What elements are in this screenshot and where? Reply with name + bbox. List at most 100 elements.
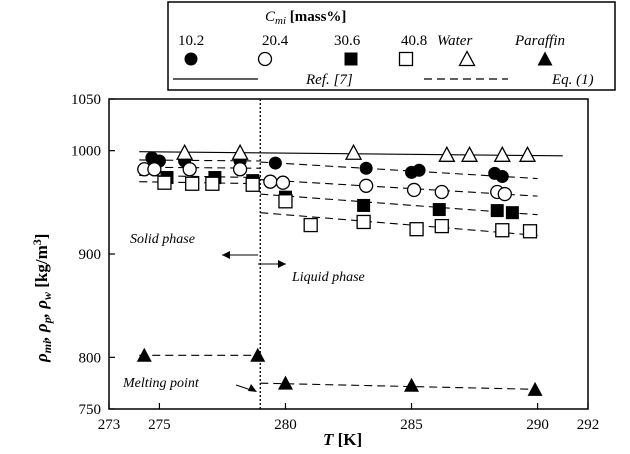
point-water	[176, 143, 194, 160]
legend-marker-water	[458, 50, 476, 67]
point-20-4	[147, 162, 162, 177]
point-10-2	[359, 161, 373, 175]
x-axis-label: T [K]	[323, 430, 362, 449]
legend: Cmi [mass%] 10.2 20.4 30.6 40.8 Water Pa…	[167, 1, 616, 91]
y-axis-label-unit: [kg/m	[32, 245, 51, 292]
x-tick-label: 285	[400, 417, 423, 433]
legend-ref-label: Ref. [7]	[305, 72, 353, 88]
x-tick-label: 290	[526, 417, 549, 433]
point-20-4	[406, 182, 422, 198]
point-water	[460, 145, 479, 162]
point-30-6	[357, 198, 371, 212]
y-tick-label: 750	[79, 402, 102, 418]
point-40-8	[356, 214, 371, 230]
point-paraffin	[404, 377, 420, 392]
point-40-8	[409, 222, 424, 237]
y-axis-label-rho-3: , ρ	[32, 300, 51, 319]
legend-title-subscript: mi	[275, 15, 286, 27]
legend-label-40-8: 40.8	[401, 33, 427, 49]
annotation-liquid-phase: Liquid phase	[291, 270, 365, 285]
point-40-8	[434, 218, 449, 234]
legend-title-unit: [mass%]	[286, 9, 346, 25]
point-water	[344, 143, 363, 160]
eq-line	[260, 193, 538, 216]
y-axis-label-rho-2: , ρ	[32, 323, 51, 342]
x-axis-label-symbol: T	[323, 430, 334, 449]
legend-marker-30-6	[344, 52, 358, 66]
point-water	[493, 145, 511, 162]
point-20-4	[232, 162, 248, 177]
point-20-4	[263, 174, 278, 189]
legend-frame	[167, 1, 616, 91]
point-20-4	[434, 184, 449, 200]
legend-eq-label: Eq. (1)	[551, 72, 594, 88]
point-20-4	[497, 186, 512, 202]
axis-ticks: 273 275 280 285 290 292 750 800 900 1000 1050	[71, 92, 599, 433]
y-tick-label: 1000	[71, 144, 101, 160]
fit-lines	[139, 99, 563, 409]
point-30-6	[432, 203, 446, 217]
point-40-8	[278, 194, 293, 209]
point-paraffin	[527, 381, 543, 396]
x-axis-label-unit: [K]	[333, 430, 362, 449]
point-water	[438, 145, 456, 162]
liquid-phase-arrowhead	[278, 260, 286, 268]
legend-markers	[184, 50, 553, 67]
y-tick-label: 1050	[71, 92, 101, 108]
point-40-8	[205, 176, 220, 191]
legend-label-30-6: 30.6	[334, 33, 361, 49]
legend-label-10-2: 10.2	[178, 33, 204, 49]
y-axis-label: ρmi, ρp, ρw [kg/m3]	[30, 234, 54, 363]
y-axis-label-sub-mi: mi	[40, 340, 54, 353]
annotation-solid-phase: Solid phase	[130, 232, 195, 247]
point-40-8	[522, 224, 538, 239]
point-water	[231, 143, 249, 160]
legend-label-water: Water	[437, 33, 472, 49]
y-axis-label-sub-w: w	[40, 291, 54, 300]
y-tick-label: 800	[79, 350, 102, 366]
legend-marker-20-4	[257, 51, 273, 67]
legend-marker-40-8	[398, 51, 414, 67]
plot-area-frame	[108, 98, 589, 410]
x-tick-label: 280	[274, 417, 297, 433]
point-10-2	[495, 170, 509, 183]
y-axis-label-superscript: 3	[30, 239, 44, 245]
annotation-melting-point: Melting point	[122, 376, 200, 391]
point-30-6	[490, 204, 504, 218]
solid-phase-arrowhead	[222, 251, 230, 259]
melting-point-arrowhead	[248, 384, 257, 392]
x-tick-label: 275	[148, 417, 171, 433]
legend-label-20-4: 20.4	[262, 33, 289, 49]
legend-title-symbol: C	[265, 9, 276, 25]
y-axis-label-sub-p: p	[40, 317, 54, 324]
point-40-8	[245, 177, 260, 192]
point-10-2	[412, 163, 426, 177]
legend-label-paraffin: Paraffin	[514, 33, 565, 49]
eq-line	[260, 212, 538, 236]
point-40-8	[157, 175, 172, 190]
point-20-4	[182, 162, 197, 177]
point-paraffin	[250, 347, 266, 362]
point-paraffin	[277, 375, 293, 390]
eq-line	[260, 179, 538, 197]
point-40-8	[303, 217, 318, 233]
x-tick-label: 292	[577, 417, 600, 433]
point-water	[518, 145, 537, 162]
data-points	[136, 143, 543, 396]
y-axis-label-bracket: ]	[32, 234, 51, 240]
point-20-4	[358, 178, 374, 193]
eq-line	[260, 161, 538, 180]
point-10-2	[268, 156, 282, 170]
point-40-8	[185, 176, 200, 191]
legend-marker-10-2	[184, 52, 198, 66]
y-tick-label: 900	[79, 247, 102, 263]
eq-line	[260, 382, 538, 390]
point-20-4	[275, 175, 291, 190]
x-tick-label: 273	[98, 417, 121, 433]
point-paraffin	[136, 347, 152, 362]
legend-title: Cmi [mass%]	[265, 9, 346, 27]
point-40-8	[495, 223, 510, 238]
y-axis-label-rho-1: ρ	[32, 353, 51, 363]
legend-marker-paraffin	[537, 51, 553, 66]
